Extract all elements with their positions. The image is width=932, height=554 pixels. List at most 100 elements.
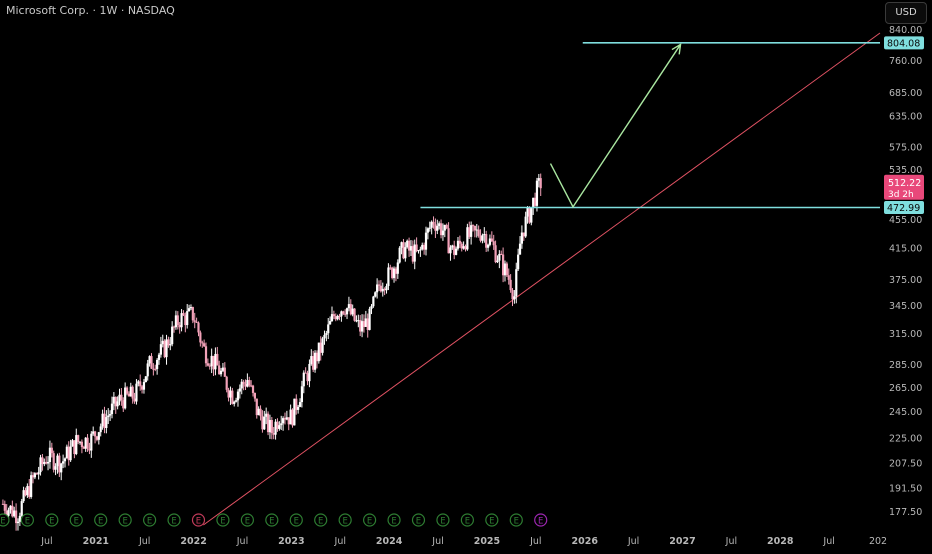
candle-body [413,244,416,262]
time-axis-label: Jul [138,536,150,547]
candle-body [351,308,354,315]
candle-body [244,384,247,387]
time-axis-label: Jul [529,536,541,547]
price-axis-label: 415.00 [889,244,922,255]
candle-body [107,415,110,418]
candle-body [496,260,499,263]
candle-body [7,509,10,516]
candle-body [396,262,399,274]
candle-body [56,455,59,467]
candle-body [26,486,29,496]
candle-body [379,285,382,292]
candle-body [417,250,420,252]
candle-body [268,420,272,433]
earnings-marker-label: E [294,517,299,527]
candle-body [494,245,497,263]
candle-body [37,472,40,475]
candle-body [359,320,362,332]
earnings-marker-label: E [318,517,323,527]
candle-body [470,225,473,237]
time-axis-label: 2022 [180,536,206,547]
earnings-marker-icon [436,513,450,527]
candle-body [193,320,196,322]
earnings-marker-label: E [342,517,347,527]
candle-body [392,268,396,279]
candle-body [421,244,424,250]
earnings-marker-icon [167,513,181,527]
candle-body [407,240,411,251]
candle-body [86,437,89,449]
candle-body [24,490,27,496]
candle-body [122,400,125,409]
candle-body [362,321,366,327]
candle-body [334,316,337,320]
earnings-marker-label: E [196,517,201,527]
candle-body [259,408,262,417]
candle-body [518,243,522,255]
candle-body [16,521,20,524]
candle-body [327,324,330,334]
candle-body [99,426,102,433]
candle-body [140,386,144,390]
candle-body [125,387,129,394]
earnings-marker-label: E [367,517,372,527]
candle-body [376,284,379,293]
candle-body [355,320,358,322]
earnings-marker-icon [363,513,377,527]
candle-body [110,403,114,415]
candle-body [157,354,161,360]
candle-body [297,406,300,410]
earnings-marker-icon [460,513,474,527]
candle-body [505,263,508,276]
time-axis-label: Jul [627,536,639,547]
candle-body [206,363,209,366]
candle-body [14,510,18,524]
candle-body [154,368,157,370]
earnings-marker-label: E [465,517,470,527]
candle-body [389,267,392,269]
candle-body [118,394,121,402]
earnings-marker-icon [411,513,426,527]
earnings-marker-icon [485,513,499,527]
candles-layer [1,173,542,531]
currency-button[interactable]: USD [885,2,927,24]
candle-body [488,238,492,245]
candle-body [178,325,181,328]
candle-body [454,248,458,255]
candle-body [349,304,352,315]
candle-body [22,490,25,502]
candle-body [246,380,249,387]
candle-body [345,308,349,315]
bar-countdown-label: 3d 2h [888,190,914,200]
earnings-marker-label: E [49,517,54,527]
candle-body [73,440,76,455]
candle-body [65,446,68,459]
time-axis: Jul 2021 Jul 2022 Jul 2023 Jul 2024 Jul 2025 Jul 20… [40,536,887,547]
candle-body [424,232,428,250]
candle-body [479,235,482,241]
candle-body [532,197,535,209]
earnings-marker-icon [0,513,10,527]
price-axis-label: 315.00 [889,329,922,340]
earnings-marker-label: E [25,517,30,527]
candle-body [189,307,193,309]
candle-body [163,340,166,358]
candle-body [11,505,14,517]
candle-body [250,385,253,387]
levels-layer [420,42,880,209]
earnings-marker-icon [45,513,59,527]
candle-body [439,223,443,236]
candle-body [58,455,61,473]
candle-body [93,431,97,437]
candle-body [486,244,490,248]
candle-body [537,178,540,181]
candle-body [180,313,183,328]
candle-body [46,461,50,464]
trend-line-layer [203,32,881,526]
candle-body [144,376,147,383]
candle-body [1,503,5,505]
candle-body [524,216,527,237]
